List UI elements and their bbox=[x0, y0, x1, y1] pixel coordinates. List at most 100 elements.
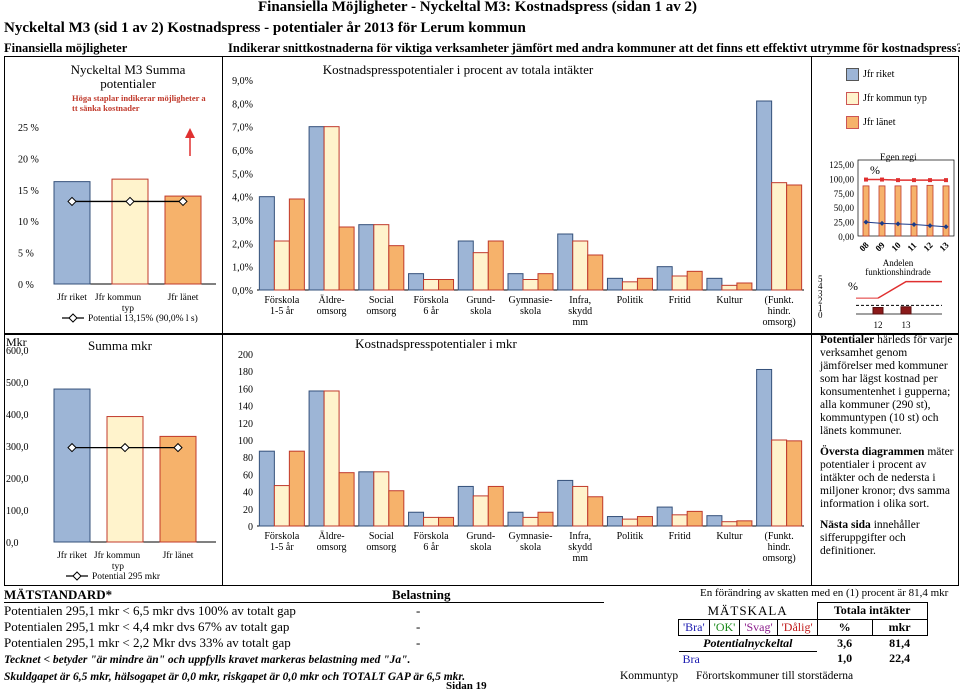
y-tick-label: 3 bbox=[818, 288, 823, 298]
matstandard-row-value: - bbox=[416, 635, 421, 650]
info-p2-bold: Översta diagrammen bbox=[820, 446, 925, 458]
matstandard-rule bbox=[4, 602, 604, 603]
legend-item-kommuntyp: Jfr kommun typ bbox=[846, 90, 927, 106]
y-tick-label: 25,00 bbox=[834, 218, 855, 228]
x-tick-label: Förskola 1-5 år bbox=[264, 295, 300, 317]
y-tick-label: 5,0% bbox=[232, 169, 253, 180]
bar bbox=[606, 277, 623, 291]
x-tick-label: Politik bbox=[617, 295, 644, 306]
x-tick-label: 10 bbox=[889, 240, 903, 254]
y-tick-label: 3,0% bbox=[232, 216, 253, 227]
matstandard-row: Potentialen 295,1 mkr < 6,5 mkr dvs 100%… bbox=[4, 603, 296, 618]
chart-title: Egen regi bbox=[880, 153, 917, 163]
x-tick-label: Social omsorg bbox=[366, 531, 396, 553]
bar bbox=[656, 266, 673, 291]
bar bbox=[537, 273, 554, 291]
bar bbox=[159, 435, 197, 543]
y-tick-label: 0 bbox=[248, 522, 253, 533]
bar bbox=[557, 479, 574, 527]
bar bbox=[756, 100, 773, 291]
legend-label: Jfr riket bbox=[863, 68, 895, 80]
bar bbox=[900, 306, 912, 315]
bar bbox=[487, 240, 504, 291]
y-tick-label: 200 bbox=[238, 350, 253, 361]
y-tick-label: 100 bbox=[238, 436, 253, 447]
x-tick-label: Jfr länet bbox=[168, 292, 199, 303]
legend-swatch bbox=[846, 91, 859, 105]
scale-svag: 'Svag' bbox=[739, 618, 778, 636]
unit-label: Mkr bbox=[6, 335, 27, 349]
y-tick-label: 6,0% bbox=[232, 146, 253, 157]
matstandard-note2: Skuldgapet är 6,5 mkr, hälsogapet är 0,0… bbox=[4, 671, 466, 683]
y-tick-label: 0,00 bbox=[838, 232, 854, 242]
bar bbox=[338, 472, 355, 527]
scale-bra: 'Bra' bbox=[678, 618, 710, 636]
page-number: Sidan 19 bbox=[446, 680, 487, 692]
bar bbox=[373, 224, 390, 291]
main-chart-frame bbox=[222, 56, 812, 586]
info-p2: Översta diagrammen mäter potentialer i p… bbox=[820, 446, 956, 511]
bar bbox=[942, 185, 950, 237]
bar bbox=[786, 184, 803, 291]
y-tick-label: 0,0% bbox=[232, 286, 253, 297]
y-tick-label: 500,0 bbox=[6, 378, 29, 389]
bar bbox=[423, 279, 440, 291]
y-tick-label: 5 % bbox=[18, 249, 34, 260]
y-tick-label: 300,0 bbox=[6, 442, 29, 453]
matskala-block: MÄTSKALA Totala intäkter 'Bra' 'OK' 'Sva… bbox=[678, 602, 928, 667]
bar bbox=[472, 252, 489, 291]
chart-potential-pct: 0,0% 1,0% 2,0% 3,0% 4,0% 5,0% 6,0% 7,0% 8,0% 9,0%… bbox=[232, 62, 804, 328]
y-tick-label: 400,0 bbox=[6, 410, 29, 421]
bar bbox=[621, 281, 638, 291]
x-tick-label: 12 bbox=[921, 240, 935, 254]
potential-legend-label: Potential 13,15% (90,0% l s) bbox=[88, 313, 198, 324]
y-tick-label: 80 bbox=[243, 453, 253, 464]
x-tick-label: Gymnasie-skola bbox=[509, 531, 553, 553]
x-tick-label: Jfr riket bbox=[57, 292, 87, 303]
bar bbox=[522, 516, 539, 527]
matskala-table: MÄTSKALA Totala intäkter 'Bra' 'OK' 'Sva… bbox=[678, 602, 928, 667]
matskala-scale-row: 'Bra' 'OK' 'Svag' 'Dålig' % mkr bbox=[678, 618, 928, 636]
y-tick-label: 40 bbox=[243, 488, 253, 499]
legend-label: Jfr kommun typ bbox=[863, 92, 927, 104]
y-tick-label: 140 bbox=[238, 402, 253, 413]
x-tick-label: 08 bbox=[857, 240, 871, 254]
y-tick-label: 180 bbox=[238, 367, 253, 378]
bar bbox=[323, 126, 340, 291]
info-p3: Nästa sida innehåller sifferuppgifter oc… bbox=[820, 519, 956, 558]
bar bbox=[686, 510, 703, 527]
matstandard-row-value: - bbox=[416, 603, 421, 618]
x-tick-label: Äldre-omsorg bbox=[317, 294, 347, 317]
bar bbox=[862, 185, 870, 237]
y-tick-label: 8,0% bbox=[232, 99, 253, 110]
y-tick-label: 125,00 bbox=[829, 160, 854, 170]
bar bbox=[736, 520, 753, 527]
bar bbox=[438, 279, 455, 291]
bar bbox=[308, 390, 325, 527]
x-tick-label: Förskola 6 år bbox=[414, 531, 450, 553]
x-tick-label: 13 bbox=[902, 320, 912, 330]
col-mkr: mkr bbox=[871, 618, 928, 636]
bar bbox=[706, 277, 723, 291]
y-tick-label: 2 bbox=[818, 296, 823, 306]
chart-summa-pct: 0 % 5 % 10 % 15 % 20 % 25 % Nyckeltal M3 Summa… bbox=[18, 62, 216, 324]
bar bbox=[338, 226, 355, 291]
bar bbox=[507, 511, 524, 527]
y-tick-label: 60 bbox=[243, 470, 253, 481]
chart-title: Kostnadspresspotentialer i mkr bbox=[355, 336, 517, 351]
x-tick-label: Jfr länet bbox=[163, 550, 194, 561]
y-tick-label: 4,0% bbox=[232, 193, 253, 204]
matskala-title-row: MÄTSKALA Totala intäkter bbox=[679, 602, 928, 620]
x-tick-label: Jfr kommun bbox=[95, 292, 141, 303]
row1-mkr: 81,4 bbox=[889, 635, 911, 650]
bar bbox=[408, 273, 425, 291]
chart-egen-regi: 0,00 25,00 50,00 75,00 100,00 125,00 Egen regi… bbox=[829, 153, 955, 254]
bar bbox=[258, 450, 275, 527]
bar bbox=[686, 270, 703, 291]
bar bbox=[106, 416, 144, 543]
potential-legend-label: Potential 295 mkr bbox=[92, 572, 161, 582]
bar bbox=[53, 388, 91, 543]
belastning-label: Belastning bbox=[392, 587, 451, 602]
info-p2-text: mäter potentialer i procent av intäkter … bbox=[820, 446, 954, 510]
matskala-row2: Bra 1,0 22,4 bbox=[679, 651, 928, 667]
